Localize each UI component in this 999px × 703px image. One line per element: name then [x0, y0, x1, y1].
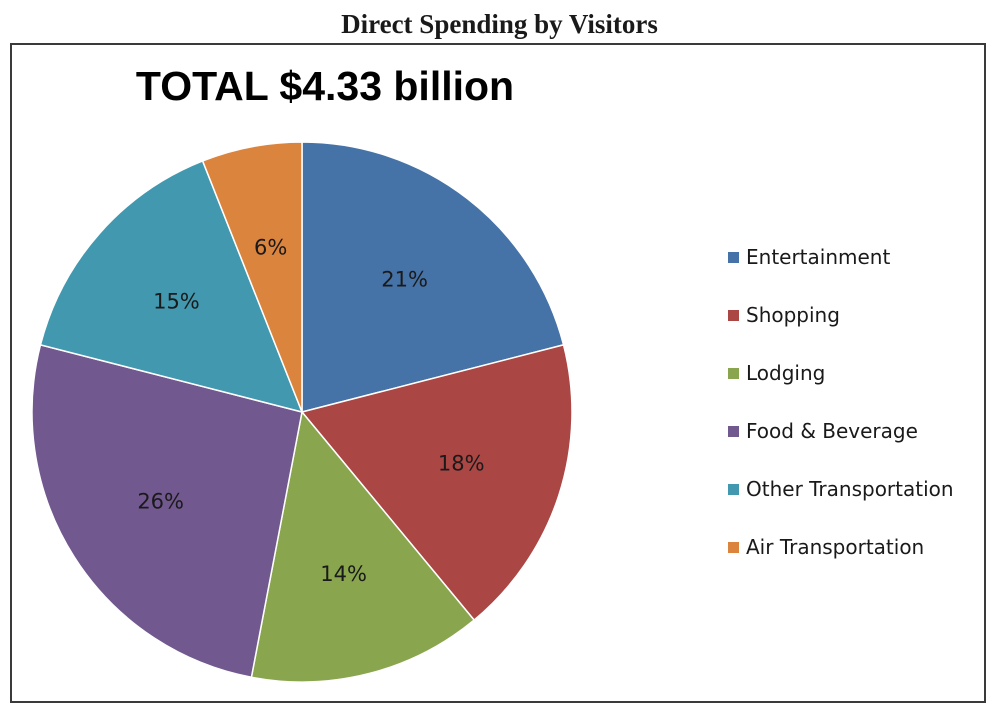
- legend-swatch: [728, 309, 739, 321]
- slice-data-label: 18%: [438, 452, 485, 476]
- figure-heading: Direct Spending by Visitors: [341, 9, 658, 39]
- slice-data-label: 6%: [254, 236, 287, 260]
- pie-slice-other-transportation: [39, 159, 304, 414]
- legend-swatch: [728, 541, 739, 553]
- pie-slice-shopping: [300, 343, 573, 622]
- slice-data-label: 14%: [320, 562, 367, 586]
- legend-swatch: [728, 251, 739, 263]
- legend-label: Shopping: [746, 303, 840, 327]
- legend-item: Entertainment: [728, 228, 954, 286]
- legend-swatch: [728, 425, 739, 437]
- legend-label: Lodging: [746, 361, 826, 385]
- legend-item: Lodging: [728, 344, 954, 402]
- legend-item: Other Transportation: [728, 460, 954, 518]
- legend-item: Shopping: [728, 286, 954, 344]
- slice-data-label: 15%: [153, 289, 200, 313]
- legend-label: Food & Beverage: [746, 419, 918, 443]
- legend-item: Air Transportation: [728, 518, 954, 576]
- legend: Entertainment Shopping Lodging Food & Bever…: [728, 228, 954, 576]
- legend-swatch: [728, 483, 739, 495]
- legend-swatch: [728, 367, 739, 379]
- pie-slice-air-transportation: [201, 141, 303, 413]
- legend-label: Air Transportation: [746, 535, 925, 559]
- legend-label: Other Transportation: [746, 477, 954, 501]
- slice-data-label: 26%: [137, 490, 184, 514]
- chart-title: TOTAL $4.33 billion: [135, 63, 515, 109]
- legend-item: Food & Beverage: [728, 402, 954, 460]
- legend-label: Entertainment: [746, 245, 891, 269]
- pie-slice-entertainment: [301, 141, 565, 413]
- pie-slice-lodging: [250, 410, 476, 683]
- pie-slice-food-beverage: [31, 343, 303, 679]
- slice-data-label: 21%: [381, 268, 428, 292]
